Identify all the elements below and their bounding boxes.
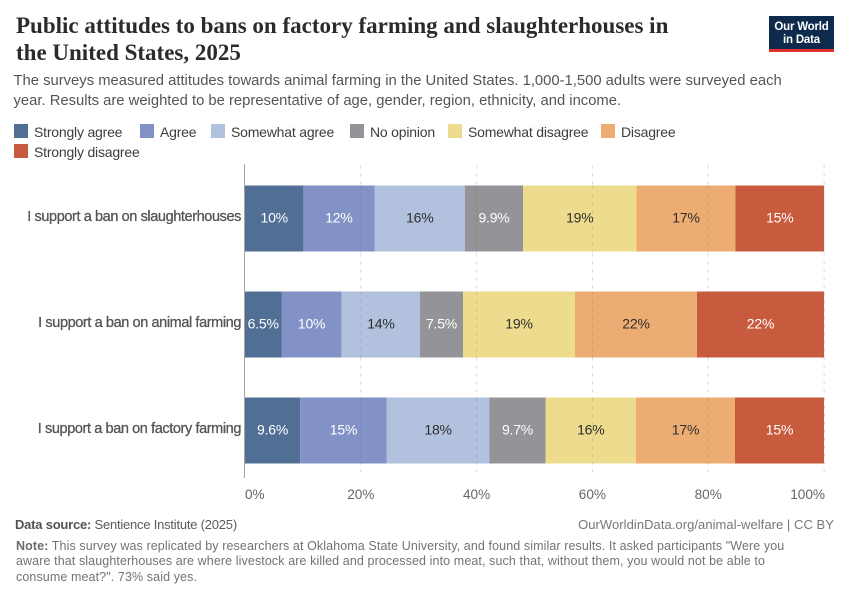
svg-text:I support a ban on factory far: I support a ban on factory farming — [38, 421, 242, 437]
svg-text:20%: 20% — [347, 487, 374, 502]
svg-text:40%: 40% — [463, 487, 490, 502]
svg-text:9.9%: 9.9% — [478, 209, 509, 225]
svg-text:I support a ban on slaughterho: I support a ban on slaughterhouses — [27, 209, 241, 225]
svg-text:9.6%: 9.6% — [257, 421, 288, 437]
svg-text:22%: 22% — [747, 315, 774, 331]
svg-text:19%: 19% — [566, 209, 593, 225]
svg-text:12%: 12% — [325, 209, 352, 225]
svg-text:7.5%: 7.5% — [426, 315, 457, 331]
svg-text:0%: 0% — [245, 487, 265, 502]
svg-text:22%: 22% — [622, 315, 649, 331]
svg-text:16%: 16% — [577, 421, 604, 437]
svg-text:19%: 19% — [505, 315, 532, 331]
svg-text:17%: 17% — [672, 209, 699, 225]
svg-text:6.5%: 6.5% — [248, 315, 279, 331]
svg-text:100%: 100% — [790, 487, 825, 502]
svg-text:18%: 18% — [424, 421, 451, 437]
svg-text:15%: 15% — [330, 421, 357, 437]
svg-text:80%: 80% — [695, 487, 722, 502]
svg-text:15%: 15% — [766, 209, 793, 225]
svg-text:17%: 17% — [672, 421, 699, 437]
svg-text:9.7%: 9.7% — [502, 421, 533, 437]
svg-text:10%: 10% — [298, 315, 325, 331]
svg-text:16%: 16% — [406, 209, 433, 225]
svg-text:15%: 15% — [766, 421, 793, 437]
svg-text:14%: 14% — [367, 315, 394, 331]
svg-text:10%: 10% — [260, 209, 287, 225]
svg-text:I support a ban on animal farm: I support a ban on animal farming — [38, 315, 241, 331]
svg-text:60%: 60% — [579, 487, 606, 502]
